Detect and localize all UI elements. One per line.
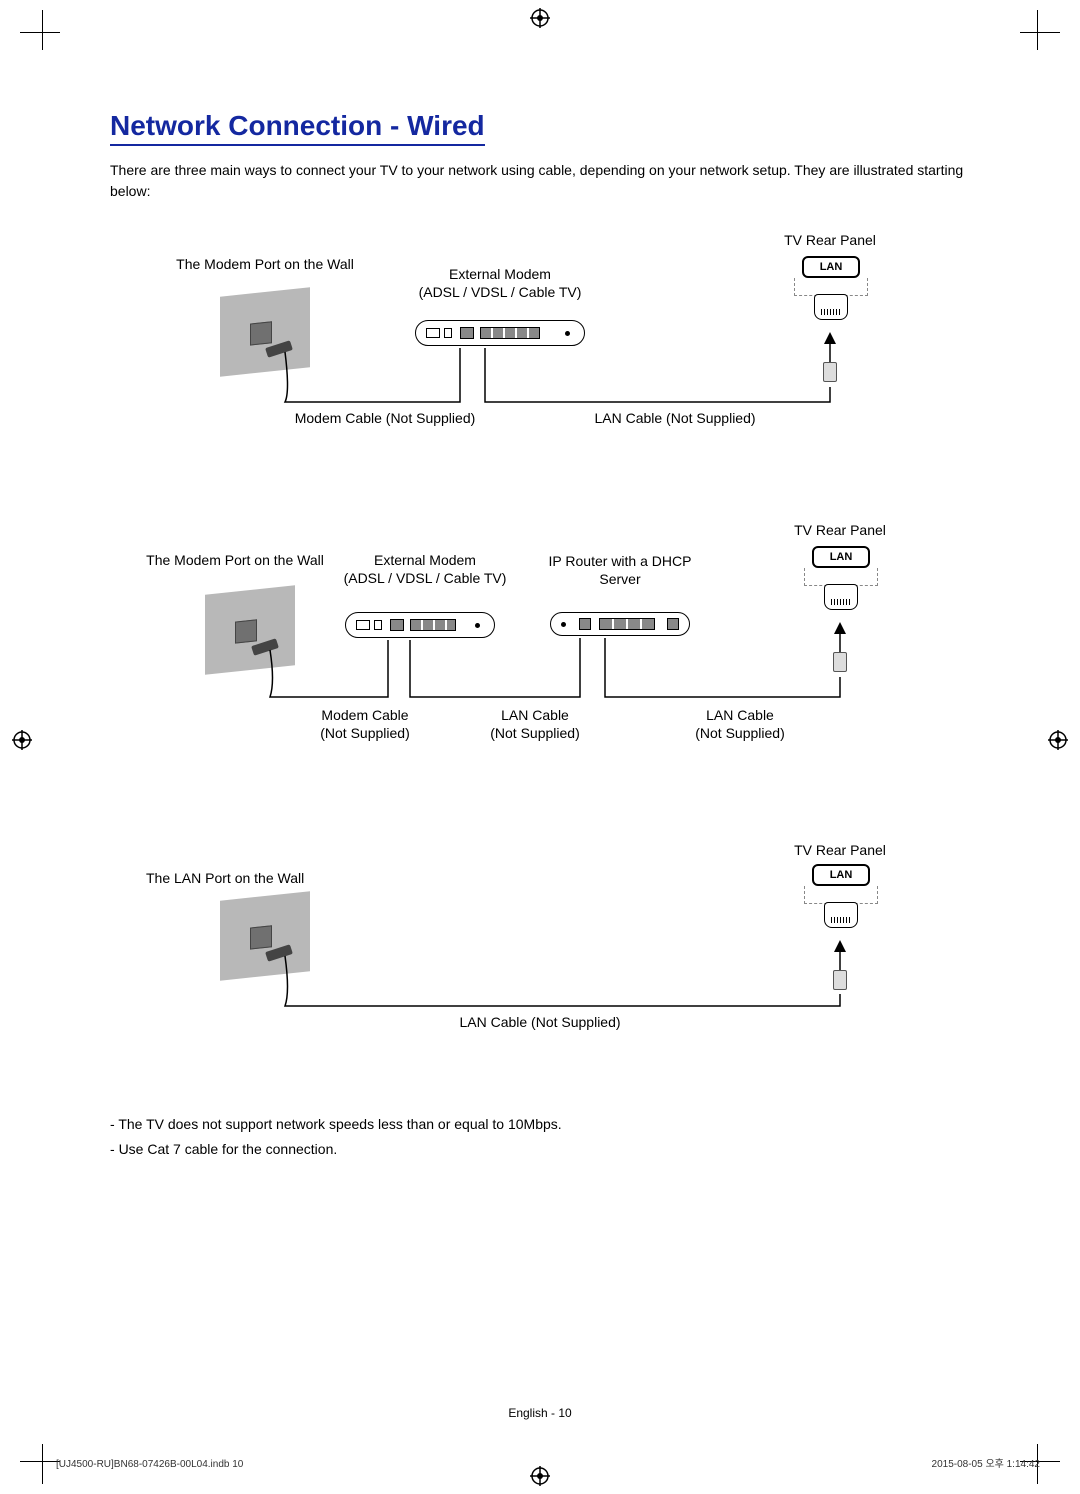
footer-date: 2015-08-05 오후 1:14:42 [932, 1455, 1040, 1470]
rj45-connector-icon [833, 652, 847, 672]
not-supplied-text: (Not Supplied) [695, 725, 785, 741]
modem-cable-label: Modem Cable (Not Supplied) [270, 410, 500, 426]
ip-router-text: IP Router with a DHCP Server [549, 553, 692, 587]
lan-cable-text: LAN Cable [706, 707, 774, 723]
lan-cable-text: LAN Cable [501, 707, 569, 723]
lan-cable-label: LAN Cable (Not Supplied) [665, 706, 815, 742]
external-modem-icon [345, 612, 495, 638]
registration-mark-icon [530, 8, 550, 28]
wall-plate-icon [205, 585, 295, 674]
wall-plate-icon [220, 891, 310, 980]
not-supplied-text: (Not Supplied) [490, 725, 580, 741]
lan-port-icon [824, 584, 858, 610]
tv-rear-panel-icon: LAN [798, 864, 884, 928]
tv-rear-panel-label: TV Rear Panel [730, 232, 930, 248]
lan-port-icon [824, 902, 858, 928]
lan-port-wall-label: The LAN Port on the Wall [146, 870, 366, 886]
crop-mark [30, 20, 70, 60]
tv-rear-panel-icon: LAN [788, 256, 874, 320]
registration-mark-icon [12, 730, 32, 750]
registration-mark-icon [530, 1466, 550, 1486]
tv-rear-panel-label: TV Rear Panel [750, 842, 930, 858]
ip-router-icon [550, 612, 690, 636]
rj45-connector-icon [833, 970, 847, 990]
external-modem-label: External Modem [335, 552, 515, 568]
lan-port-icon [814, 294, 848, 320]
notes-list: The TV does not support network speeds l… [110, 1112, 970, 1162]
page-number: English - 10 [0, 1406, 1080, 1420]
rj45-connector-icon [823, 362, 837, 382]
crop-mark [1010, 20, 1050, 60]
diagram-3: TV Rear Panel The LAN Port on the Wall L… [110, 842, 970, 1052]
note-item: The TV does not support network speeds l… [128, 1112, 970, 1137]
lan-port-label: LAN [812, 864, 870, 886]
ip-router-label: IP Router with a DHCP Server [530, 552, 710, 588]
tv-rear-panel-icon: LAN [798, 546, 884, 610]
note-item: Use Cat 7 cable for the connection. [128, 1137, 970, 1162]
intro-paragraph: There are three main ways to connect you… [110, 160, 970, 202]
not-supplied-text: (Not Supplied) [320, 725, 410, 741]
tv-rear-panel-label: TV Rear Panel [750, 522, 930, 538]
lan-cable-label: LAN Cable (Not Supplied) [560, 410, 790, 426]
modem-cable-text: Modem Cable [321, 707, 408, 723]
modem-cable-label: Modem Cable (Not Supplied) [290, 706, 440, 742]
modem-port-wall-label: The Modem Port on the Wall [150, 256, 380, 272]
page-title: Network Connection - Wired [110, 110, 485, 146]
external-modem-label: External Modem [400, 266, 600, 282]
external-modem-sub-label: (ADSL / VDSL / Cable TV) [335, 570, 515, 586]
page-content: Network Connection - Wired There are thr… [110, 110, 970, 1162]
external-modem-sub-label: (ADSL / VDSL / Cable TV) [400, 284, 600, 300]
modem-port-wall-label: The Modem Port on the Wall [130, 552, 340, 568]
diagram-1: TV Rear Panel The Modem Port on the Wall… [110, 232, 970, 462]
diagram-2: TV Rear Panel The Modem Port on the Wall… [110, 522, 970, 782]
lan-cable-label: LAN Cable (Not Supplied) [460, 706, 610, 742]
lan-port-label: LAN [812, 546, 870, 568]
external-modem-icon [415, 320, 585, 346]
lan-cable-label: LAN Cable (Not Supplied) [410, 1014, 670, 1030]
registration-mark-icon [1048, 730, 1068, 750]
footer-indb: [UJ4500-RU]BN68-07426B-00L04.indb 10 [56, 1459, 243, 1470]
wall-plate-icon [220, 287, 310, 376]
lan-port-label: LAN [802, 256, 860, 278]
